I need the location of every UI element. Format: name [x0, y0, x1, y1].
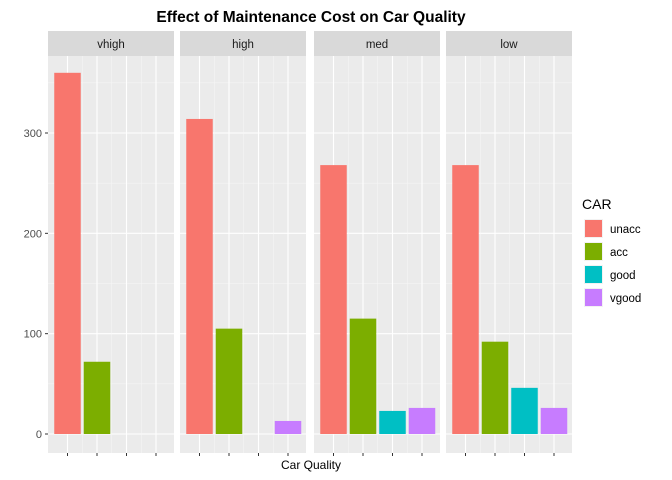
bar-med-good [379, 410, 406, 434]
facet-panel-med: med [314, 31, 440, 456]
bar-low-good [511, 387, 538, 434]
bar-med-unacc [320, 165, 347, 434]
facet-strip [180, 31, 306, 56]
facet-strip-label: med [366, 39, 388, 51]
legend-label-acc: acc [610, 247, 628, 259]
bar-low-vgood [540, 407, 568, 434]
bar-high-acc [215, 328, 243, 434]
legend-label-unacc: unacc [610, 224, 641, 236]
y-axis: 0 100 200 300 [24, 128, 48, 441]
bar-low-acc [481, 341, 509, 434]
facet-strip-label: vhigh [97, 39, 125, 51]
bar-med-acc [349, 318, 377, 434]
y-tick-label: 200 [24, 228, 42, 240]
chart-title: Effect of Maintenance Cost on Car Qualit… [156, 9, 466, 26]
facet-strip [446, 31, 572, 56]
legend-swatch-vgood [585, 289, 602, 306]
facet-panel-high: high [180, 31, 306, 456]
bar-med-vgood [408, 407, 436, 434]
facet-strip [48, 31, 174, 56]
legend-swatch-unacc [585, 220, 602, 237]
x-axis-title: Car Quality [281, 458, 341, 472]
y-tick-label: 0 [36, 429, 42, 441]
y-tick-label: 100 [24, 329, 42, 341]
bar-vhigh-acc [83, 361, 111, 434]
bar-high-vgood [274, 420, 302, 434]
facet-panel-vhigh: vhigh [48, 31, 174, 456]
legend-title: CAR [582, 196, 612, 212]
facet-panels: vhigh high med low [48, 31, 572, 456]
facet-strip [314, 31, 440, 56]
bar-high-unacc [186, 118, 213, 434]
y-tick-label: 300 [24, 128, 42, 140]
bar-vhigh-unacc [54, 72, 81, 435]
legend-swatch-acc [585, 243, 602, 260]
legend: CAR unacc acc good vgood [582, 196, 641, 307]
facet-panel-low: low [446, 31, 572, 456]
legend-label-good: good [610, 270, 636, 282]
facet-strip-label: high [232, 39, 254, 51]
bar-low-unacc [452, 165, 479, 434]
facet-strip-label: low [500, 39, 518, 51]
legend-label-vgood: vgood [610, 293, 641, 305]
legend-swatch-good [585, 266, 602, 283]
